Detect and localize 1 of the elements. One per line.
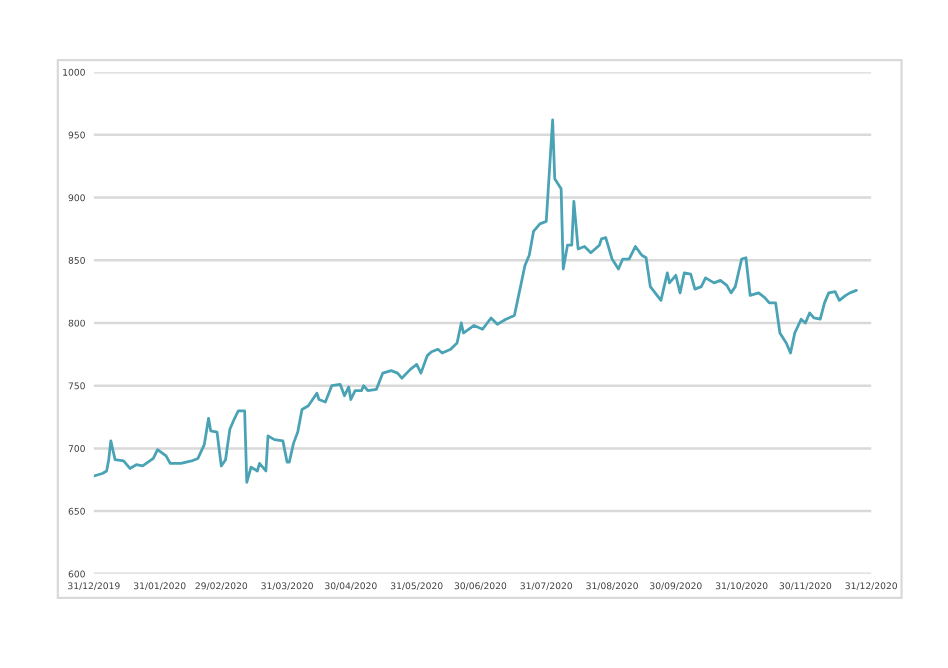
line-series <box>93 118 858 484</box>
